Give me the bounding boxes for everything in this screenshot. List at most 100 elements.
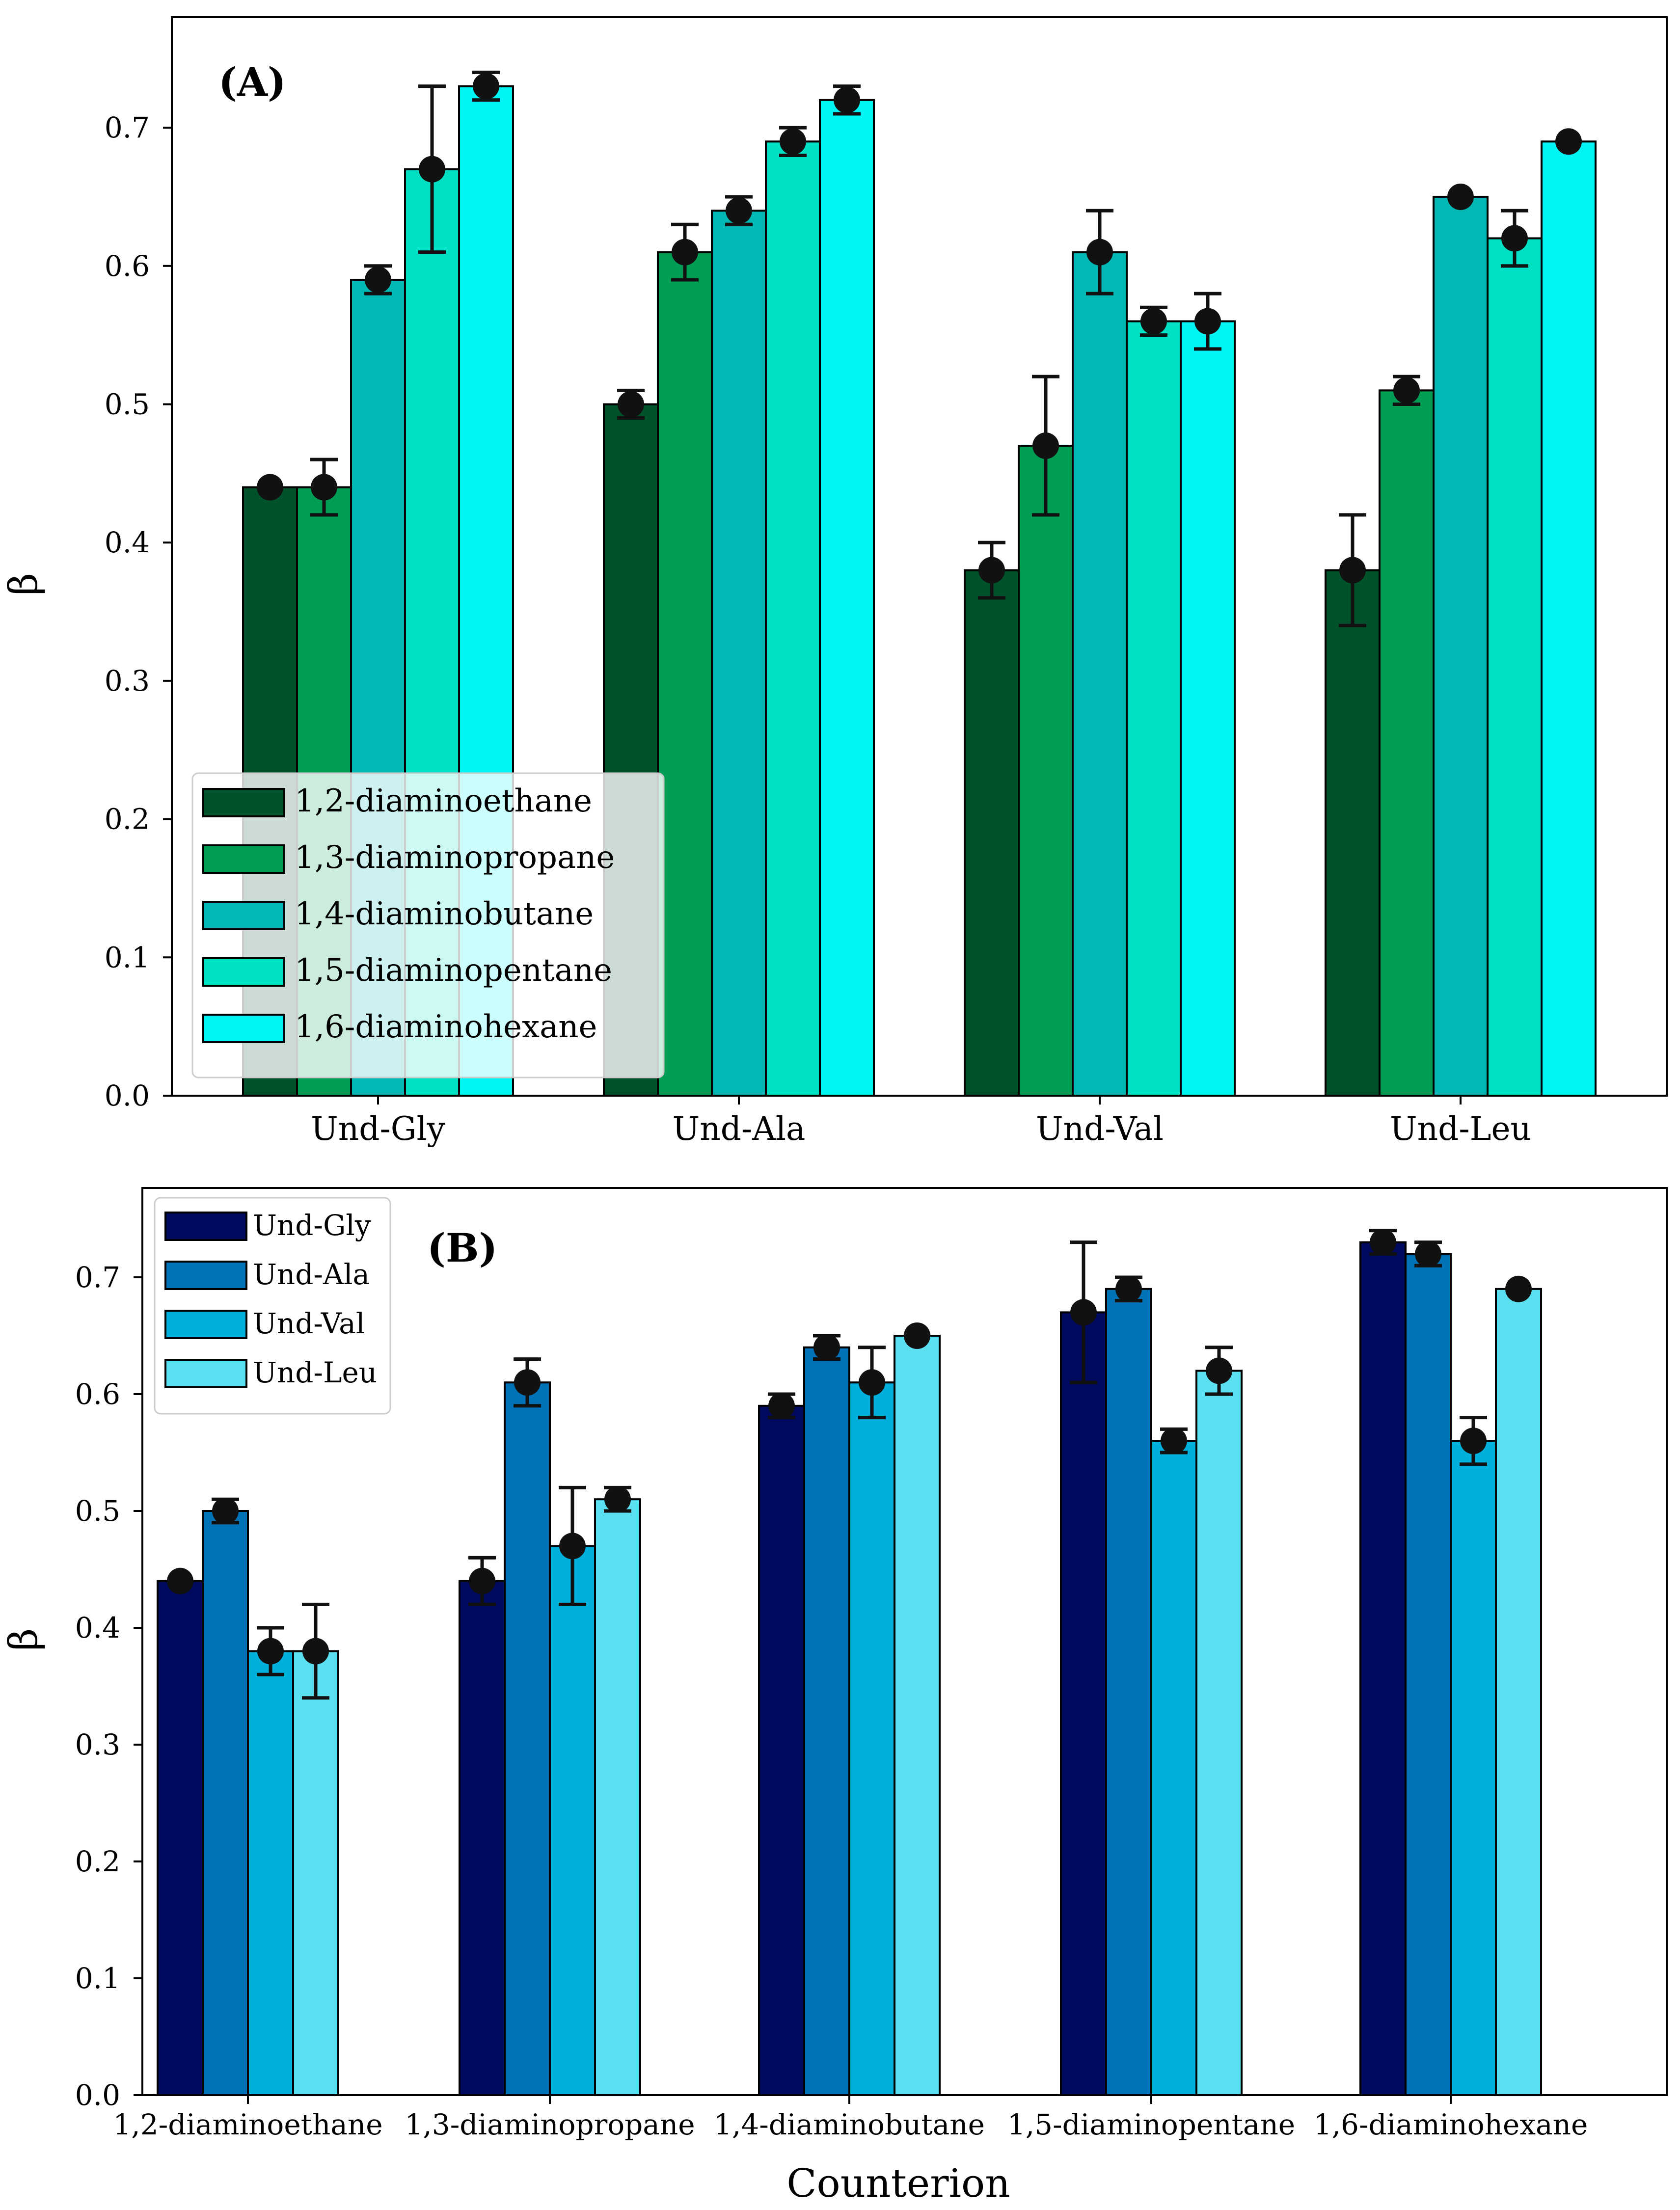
legend-label: Und-Ala	[253, 1258, 370, 1291]
y-tick-label: 0.2	[105, 803, 150, 836]
mean-marker	[1460, 1428, 1487, 1455]
legend-box	[191, 772, 665, 1078]
legend-swatch	[164, 1359, 247, 1388]
bar	[1105, 1288, 1152, 2096]
panel-label: (B)	[427, 1225, 497, 1271]
bar	[894, 1335, 941, 2096]
bar	[594, 1498, 641, 2096]
bar	[1495, 1288, 1542, 2096]
bar	[202, 1510, 249, 2096]
bar	[758, 1404, 805, 2096]
bar	[1126, 320, 1182, 1097]
y-tick-label: 0.3	[105, 664, 150, 698]
mean-marker	[1393, 377, 1420, 404]
x-category-label: 1,3-diaminopropane	[405, 2108, 695, 2141]
mean-marker	[1415, 1240, 1441, 1267]
bar	[1060, 1311, 1107, 2096]
mean-marker	[212, 1498, 239, 1524]
y-tick-label: 0.5	[105, 388, 150, 421]
bar	[1018, 445, 1074, 1097]
mean-marker	[904, 1322, 930, 1349]
bar	[1195, 1370, 1243, 2096]
mean-marker	[1161, 1428, 1187, 1455]
mean-marker	[1070, 1299, 1097, 1326]
bar	[247, 1650, 294, 2097]
x-category-label: 1,4-diaminobutane	[714, 2108, 985, 2141]
mean-marker	[419, 156, 445, 183]
legend-label: Und-Gly	[253, 1209, 371, 1242]
y-tick-label: 0.2	[75, 1845, 120, 1878]
bar	[1405, 1253, 1452, 2096]
mean-marker	[1447, 183, 1474, 210]
mean-marker	[618, 391, 644, 418]
x-category-label: 1,6-diaminohexane	[1314, 2108, 1588, 2141]
bar	[1487, 237, 1543, 1097]
legend-swatch	[202, 1014, 285, 1043]
mean-marker	[302, 1638, 329, 1665]
legend-swatch	[202, 788, 285, 817]
x-category-label: 1,5-diaminopentane	[1007, 2108, 1295, 2141]
legend-label: 1,5-diaminopentane	[295, 952, 612, 989]
mean-marker	[257, 474, 283, 501]
x-axis-label: Counterion	[786, 2160, 1010, 2206]
bar	[1541, 140, 1597, 1097]
y-tick-label: 0.4	[75, 1611, 120, 1644]
bar	[819, 99, 875, 1097]
legend-swatch	[202, 901, 285, 930]
mean-marker	[257, 1638, 284, 1665]
mean-marker	[1505, 1275, 1532, 1302]
legend-swatch	[202, 957, 285, 987]
bar	[1150, 1440, 1197, 2096]
bar	[964, 569, 1020, 1097]
y-axis-label: β	[0, 573, 46, 595]
bar	[1450, 1440, 1497, 2096]
mean-marker	[514, 1369, 541, 1396]
bar	[1379, 389, 1435, 1097]
bar	[1359, 1241, 1407, 2097]
mean-marker	[768, 1392, 795, 1419]
mean-marker	[311, 474, 337, 501]
x-category-label: Und-Val	[1036, 1110, 1164, 1148]
bar	[459, 1580, 506, 2096]
mean-marker	[1339, 557, 1366, 584]
bar	[848, 1381, 895, 2096]
bar	[1180, 320, 1236, 1097]
mean-marker	[1115, 1275, 1142, 1302]
mean-marker	[473, 73, 499, 100]
mean-marker	[1501, 225, 1528, 252]
bar	[711, 210, 767, 1097]
mean-marker	[1555, 128, 1582, 155]
y-tick-label: 0.1	[105, 941, 150, 974]
bar	[1072, 251, 1128, 1097]
legend-label: Und-Val	[253, 1307, 365, 1340]
mean-marker	[726, 197, 752, 224]
bar	[549, 1545, 596, 2096]
mean-marker	[167, 1567, 193, 1594]
mean-marker	[1370, 1229, 1396, 1256]
mean-marker	[1194, 308, 1221, 335]
legend-swatch	[164, 1212, 247, 1241]
bar	[504, 1381, 551, 2096]
legend-label: Und-Leu	[253, 1356, 377, 1389]
x-category-label: Und-Ala	[673, 1110, 806, 1148]
y-tick-label: 0.7	[105, 111, 150, 144]
mean-marker	[1140, 308, 1167, 335]
legend: Und-Gly Und-Ala Und-Val Und-Leu	[154, 1197, 391, 1415]
y-tick-label: 0.0	[105, 1079, 150, 1112]
y-tick-label: 0.1	[75, 1962, 120, 1995]
mean-marker	[780, 128, 806, 155]
mean-marker	[365, 266, 391, 293]
mean-marker	[559, 1533, 586, 1560]
mean-marker	[834, 86, 860, 113]
x-category-label: 1,2-diaminoethane	[113, 2108, 382, 2141]
bar	[765, 140, 821, 1097]
mean-marker	[1206, 1357, 1232, 1384]
mean-marker	[1032, 432, 1059, 459]
bar	[1325, 569, 1381, 1097]
mean-marker	[604, 1486, 631, 1513]
legend-swatch	[164, 1310, 247, 1339]
mean-marker	[813, 1334, 840, 1361]
y-axis-label: β	[0, 1628, 46, 1651]
legend-label: 1,3-diaminopropane	[295, 839, 615, 876]
